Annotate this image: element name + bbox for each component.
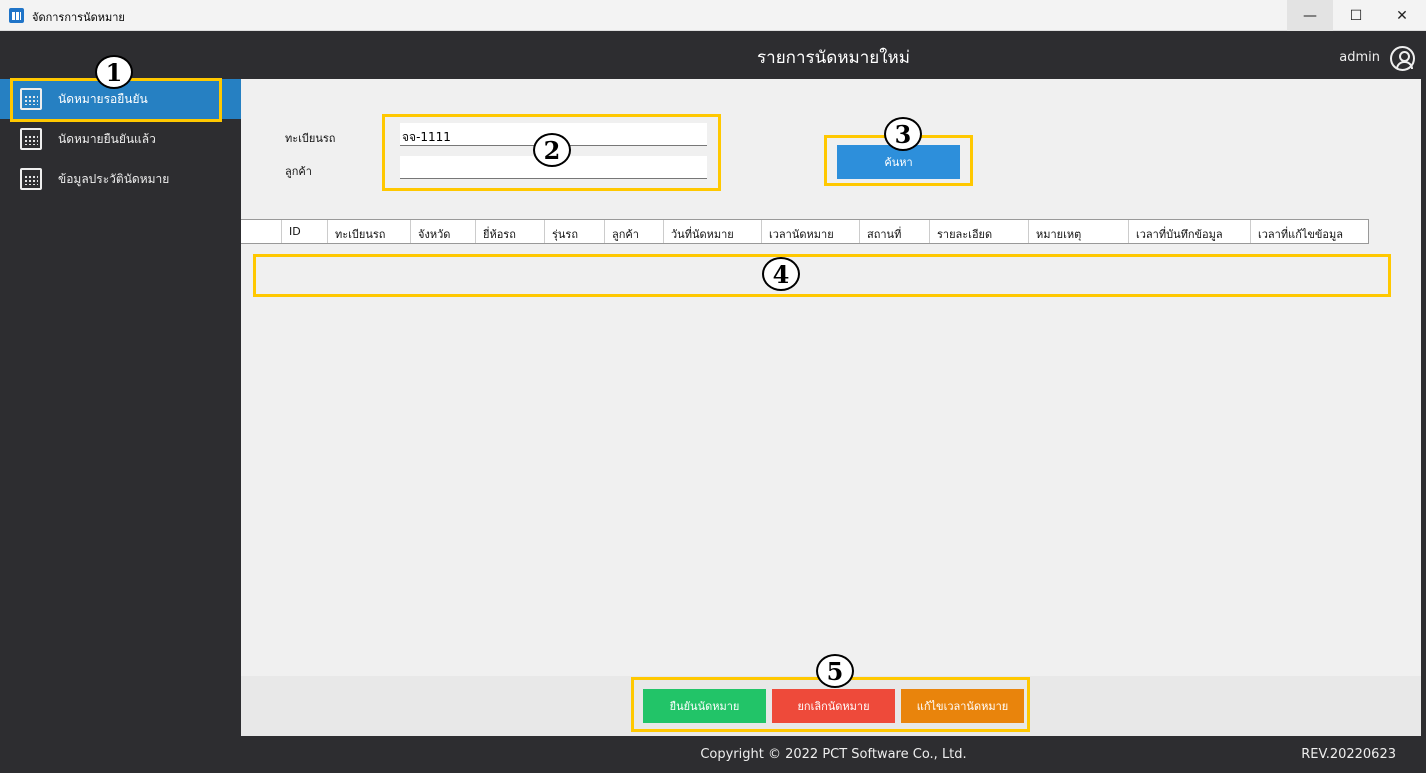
column-header[interactable]: รุ่นรถ — [544, 220, 604, 243]
column-header[interactable]: รายละเอียด — [929, 220, 1028, 243]
sidebar-item-history[interactable]: ข้อมูลประวัตินัดหมาย — [0, 159, 241, 199]
page-title: รายการนัดหมายใหม่ — [757, 48, 910, 68]
cancel-appointment-button[interactable]: ยกเลิกนัดหมาย — [772, 689, 895, 723]
column-header[interactable]: ทะเบียนรถ — [327, 220, 410, 243]
column-header[interactable]: ยี่ห้อรถ — [475, 220, 544, 243]
user-name[interactable]: admin — [1339, 50, 1380, 65]
column-header[interactable]: เวลาที่บันทึกข้อมูล — [1128, 220, 1250, 243]
column-header[interactable]: ลูกค้า — [604, 220, 663, 243]
revision: REV.20220623 — [1301, 747, 1396, 762]
app-icon — [9, 8, 24, 23]
sidebar-item-label: นัดหมายยืนยันแล้ว — [58, 131, 156, 146]
column-header[interactable]: เวลาที่แก้ไขข้อมูล — [1250, 220, 1368, 243]
annotation-badge: 1 — [95, 55, 133, 89]
reschedule-appointment-button[interactable]: แก้ไขเวลานัดหมาย — [901, 689, 1024, 723]
close-button[interactable]: ✕ — [1396, 7, 1408, 24]
annotation-box-4 — [253, 254, 1391, 297]
sidebar-item-label: นัดหมายรอยืนยัน — [58, 91, 148, 106]
table-header: ID ทะเบียนรถ จังหวัด ยี่ห้อรถ รุ่นรถ ลูก… — [241, 219, 1369, 244]
annotation-box-2 — [382, 114, 721, 191]
column-header[interactable]: หมายเหตุ — [1028, 220, 1128, 243]
column-header[interactable] — [241, 220, 281, 243]
annotation-badge: 5 — [816, 654, 854, 688]
customer-label: ลูกค้า — [285, 165, 312, 178]
column-header[interactable]: จังหวัด — [410, 220, 475, 243]
user-icon[interactable] — [1390, 46, 1415, 71]
sidebar-item-label: ข้อมูลประวัตินัดหมาย — [58, 171, 170, 186]
column-header[interactable]: เวลานัดหมาย — [761, 220, 859, 243]
plate-label: ทะเบียนรถ — [285, 132, 336, 145]
calendar-check-icon — [20, 128, 42, 150]
title-bar: จัดการการนัดหมาย — ☐ ✕ — [0, 0, 1426, 31]
column-header[interactable]: ID — [281, 220, 327, 243]
annotation-badge: 4 — [762, 257, 800, 291]
maximize-button[interactable]: ☐ — [1349, 7, 1363, 24]
calendar-edit-icon — [20, 88, 42, 110]
copyright: Copyright © 2022 PCT Software Co., Ltd. — [700, 747, 967, 762]
column-header[interactable]: วันที่นัดหมาย — [663, 220, 761, 243]
footer: Copyright © 2022 PCT Software Co., Ltd. … — [241, 736, 1426, 773]
confirm-appointment-button[interactable]: ยืนยันนัดหมาย — [643, 689, 766, 723]
calendar-clock-icon — [20, 168, 42, 190]
customer-input[interactable] — [400, 156, 707, 179]
column-header[interactable]: สถานที่ — [859, 220, 929, 243]
annotation-badge: 3 — [884, 117, 922, 151]
sidebar-item-confirmed[interactable]: นัดหมายยืนยันแล้ว — [0, 119, 241, 159]
annotation-badge: 2 — [533, 133, 571, 167]
minimize-button[interactable]: — — [1287, 0, 1333, 31]
window-title: จัดการการนัดหมาย — [32, 11, 125, 24]
